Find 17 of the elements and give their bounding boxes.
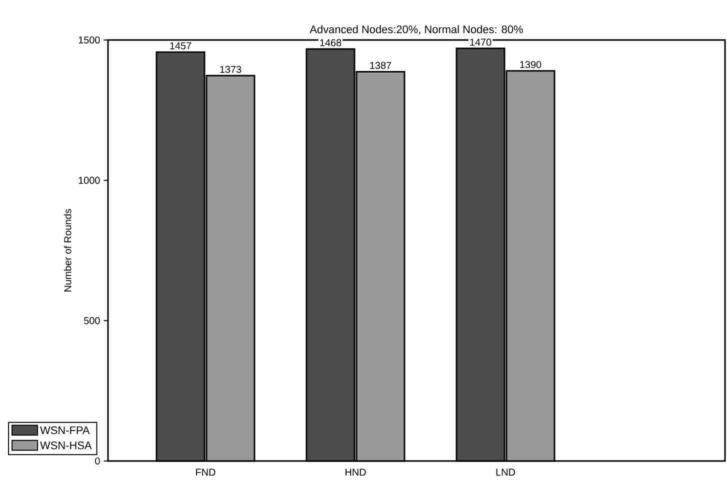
x-tick-label: FND xyxy=(196,468,216,476)
data-label: 1468 xyxy=(320,39,342,46)
y-tick-label: 1000 xyxy=(78,176,100,184)
x-tick-label: HND xyxy=(346,468,366,476)
chart-title: Advanced Nodes:20%, Normal Nodes: 80% xyxy=(310,25,523,34)
y-tick-label: 0 xyxy=(95,457,100,465)
legend-label: WSN-HSA xyxy=(40,441,92,450)
legend-label: WSN-FPA xyxy=(40,426,90,434)
data-label: 1470 xyxy=(470,38,492,46)
y-tick-label: 500 xyxy=(84,317,100,324)
data-label: 1373 xyxy=(220,66,242,73)
data-label: 1387 xyxy=(370,62,392,69)
data-label: 1457 xyxy=(170,42,192,50)
data-label: 1390 xyxy=(520,61,542,68)
x-tick-label: LND xyxy=(496,468,515,476)
y-tick-label: 1500 xyxy=(78,36,100,44)
y-axis-title: Number of Rounds xyxy=(64,209,72,292)
